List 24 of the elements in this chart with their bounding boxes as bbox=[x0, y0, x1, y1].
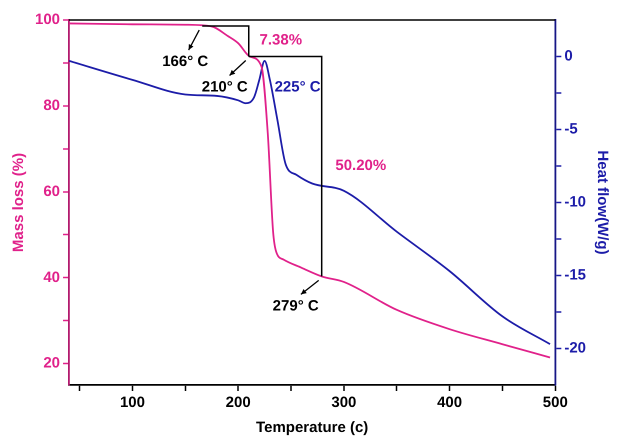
y2-tick-label: -10 bbox=[564, 194, 586, 211]
x-axis-title: Temperature (c) bbox=[256, 419, 368, 436]
y2-tick-label: -20 bbox=[564, 340, 586, 357]
y-tick-label: 100 bbox=[34, 11, 60, 28]
x-tick-label: 200 bbox=[226, 394, 251, 412]
annotation: 210° C bbox=[202, 78, 248, 96]
x-tick-label: 500 bbox=[542, 394, 568, 412]
annotation: 50.20% bbox=[335, 157, 386, 174]
y2-tick-label: -5 bbox=[564, 120, 578, 138]
y-tick-label: 80 bbox=[43, 97, 60, 114]
annotation: 166° C bbox=[162, 53, 208, 70]
x-tick-label: 400 bbox=[437, 394, 462, 412]
y2-tick-label: 0 bbox=[564, 48, 573, 65]
x-tick-label: 100 bbox=[120, 394, 145, 412]
y2-tick-label: -15 bbox=[564, 266, 586, 284]
y-axis-title: Mass loss (%) bbox=[10, 152, 28, 252]
annotation: 7.38% bbox=[260, 32, 302, 49]
y2-axis-title: Heat flow(W/g) bbox=[594, 150, 611, 255]
y-tick-label: 40 bbox=[43, 268, 60, 286]
annotation: 279° C bbox=[272, 298, 319, 314]
y-tick-label: 60 bbox=[43, 182, 60, 200]
x-tick-label: 300 bbox=[331, 394, 356, 412]
y-tick-label: 20 bbox=[43, 354, 60, 372]
annotation: 225° C bbox=[274, 78, 321, 96]
